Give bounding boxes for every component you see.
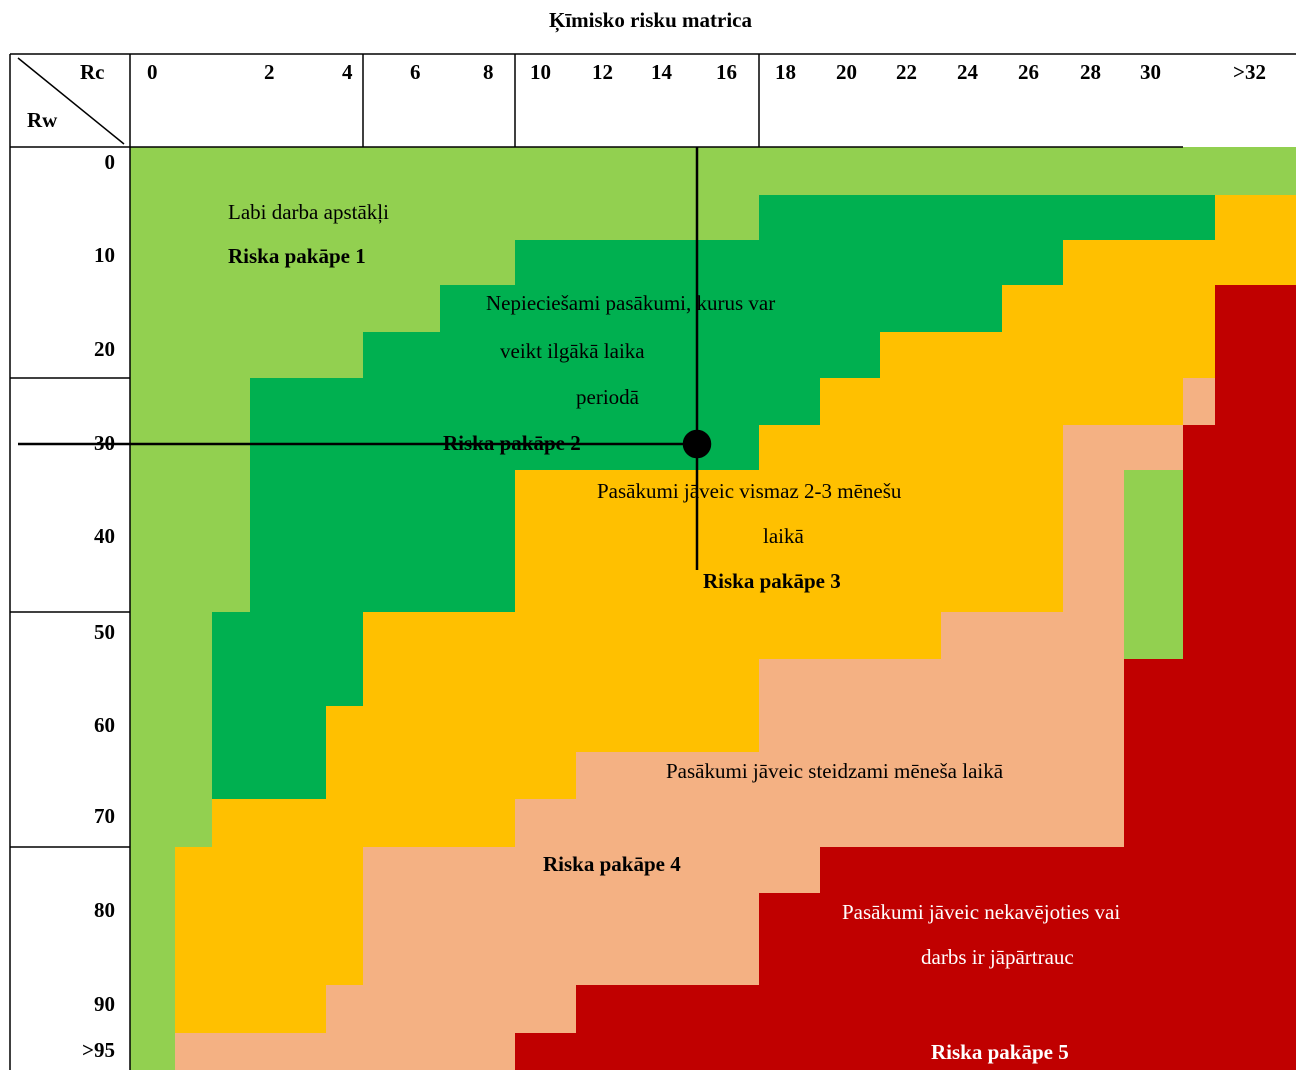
rc-tick-label: 10 (530, 60, 551, 84)
level2-name: Riska pakāpe 2 (443, 431, 581, 455)
level2-description-2: veikt ilgākā laika (500, 339, 645, 363)
rc-tick-label: 28 (1080, 60, 1101, 84)
rw-tick-label: 10 (94, 243, 115, 267)
rw-tick-label: >95 (82, 1038, 115, 1062)
rc-tick-label: 18 (775, 60, 796, 84)
rc-tick-label: 12 (592, 60, 613, 84)
level4-description: Pasākumi jāveic steidzami mēneša laikā (666, 759, 1004, 783)
matrix-title: Ķīmisko risku matrica (549, 8, 752, 32)
rw-tick-label: 0 (104, 150, 116, 174)
rw-tick-label: 60 (94, 713, 115, 737)
level2-description-1: Nepieciešami pasākumi, kurus var (486, 291, 776, 315)
level3-name: Riska pakāpe 3 (703, 569, 841, 593)
risk-band-level3 (175, 195, 1296, 1033)
level5-description-2: darbs ir jāpārtrauc (921, 945, 1074, 969)
rc-tick-label: 2 (264, 60, 275, 84)
rc-tick-label: 16 (716, 60, 737, 84)
header-diagonal (17, 57, 125, 145)
level2-description-3: periodā (576, 385, 639, 409)
risk-band-level5 (515, 285, 1296, 1070)
header-grid (9, 53, 1296, 1070)
risk-bands (130, 147, 1296, 1070)
rc-tick-label: 0 (147, 60, 158, 84)
rw-tick-label: 70 (94, 804, 115, 828)
level1-description: Labi darba apstākļi (228, 200, 389, 224)
rw-axis-label: Rw (27, 108, 58, 132)
rw-tick-label: 30 (94, 431, 115, 455)
rc-tick-label: 6 (410, 60, 421, 84)
rc-tick-label: 8 (483, 60, 494, 84)
level4-name: Riska pakāpe 4 (543, 852, 681, 876)
rc-tick-label: 4 (342, 60, 353, 84)
rc-tick-label: 14 (651, 60, 672, 84)
rw-tick-label: 20 (94, 337, 115, 361)
rc-tick-label: 20 (836, 60, 857, 84)
level3-description-2: laikā (763, 524, 804, 548)
level5-description-1: Pasākumi jāveic nekavējoties vai (842, 900, 1121, 924)
rw-tick-label: 40 (94, 524, 115, 548)
rw-tick-label: 50 (94, 620, 115, 644)
rc-tick-label: 30 (1140, 60, 1161, 84)
level5-name: Riska pakāpe 5 (931, 1040, 1069, 1064)
example-marker (18, 147, 712, 570)
risk-band-level4 (175, 378, 1215, 1070)
example-point (682, 429, 712, 459)
rc-tick-label: 24 (957, 60, 978, 84)
risk-band-level2 (212, 195, 1215, 799)
rc-tick-label: 22 (896, 60, 917, 84)
level1-name: Riska pakāpe 1 (228, 244, 366, 268)
level3-description-1: Pasākumi jāveic vismaz 2-3 mēnešu (597, 479, 902, 503)
rc-axis-label: Rc (80, 60, 105, 84)
rc-tick-label: >32 (1233, 60, 1266, 84)
rw-tick-label: 80 (94, 898, 115, 922)
rc-tick-label: 26 (1018, 60, 1039, 84)
rw-tick-label: 90 (94, 992, 115, 1016)
